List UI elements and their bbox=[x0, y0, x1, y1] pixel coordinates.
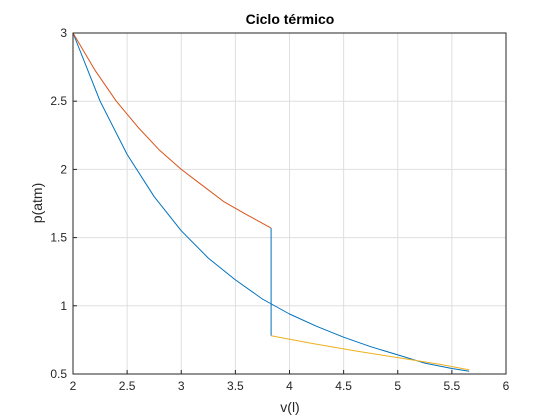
series-line-4 bbox=[271, 335, 470, 371]
x-tick-label: 4.5 bbox=[335, 379, 352, 393]
x-tick-label: 3.5 bbox=[227, 379, 244, 393]
x-tick-label: 5 bbox=[394, 379, 401, 393]
x-tick-label: 6 bbox=[503, 379, 510, 393]
y-axis-label: p(atm) bbox=[29, 183, 45, 223]
y-tick-label: 2 bbox=[60, 162, 67, 176]
series-line-1 bbox=[72, 32, 470, 372]
x-tick-label: 2.5 bbox=[119, 379, 136, 393]
y-tick-label: 3 bbox=[60, 26, 67, 40]
grid bbox=[72, 32, 507, 375]
x-axis-label: v(l) bbox=[280, 399, 299, 415]
x-tick-label: 3 bbox=[178, 379, 185, 393]
ticks: 2 2.5 3 3.5 4 4.5 5 5.5 6 0.5 1 1.5 2 2.5 3 bbox=[50, 26, 509, 393]
x-tick-label: 5.5 bbox=[444, 379, 461, 393]
y-tick-label: 1.5 bbox=[50, 231, 67, 245]
chart-title: Ciclo térmico bbox=[246, 11, 335, 27]
x-tick-label: 4 bbox=[286, 379, 293, 393]
x-tick-label: 2 bbox=[70, 379, 77, 393]
y-tick-label: 0.5 bbox=[50, 367, 67, 381]
y-tick-label: 1 bbox=[60, 299, 67, 313]
y-tick-label: 2.5 bbox=[50, 94, 67, 108]
series-group bbox=[72, 32, 470, 372]
series-line-2 bbox=[72, 32, 272, 229]
